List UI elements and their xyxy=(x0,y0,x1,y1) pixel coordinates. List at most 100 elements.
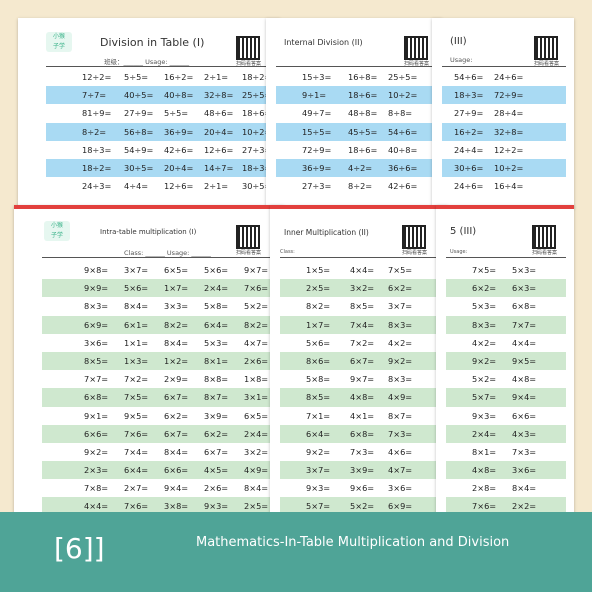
math-problem: 3×1= xyxy=(244,392,269,403)
math-problem: 6×9= xyxy=(388,501,413,512)
math-problem: 3×2= xyxy=(244,446,269,457)
problem-row: 5×2= 4×8= xyxy=(446,370,566,388)
math-problem: 8×2= xyxy=(164,319,189,330)
math-problem: 27÷9= xyxy=(124,108,154,119)
problem-row: 6×2= 6×3= xyxy=(446,279,566,298)
math-problem: 36÷9= xyxy=(302,162,332,173)
math-problem: 30÷5= xyxy=(242,181,272,192)
math-problem: 24÷6= xyxy=(494,72,524,82)
problem-row: 8×2= 8×5= 3×7= xyxy=(280,297,440,315)
math-problem: 8×5= xyxy=(350,301,375,312)
problem-row: 5×7= 5×2= 6×9= xyxy=(280,497,440,516)
math-problem: 8×7= xyxy=(388,410,413,421)
math-problem: 25÷5= xyxy=(242,90,272,101)
math-problem: 5÷5= xyxy=(124,72,149,82)
worksheet-division-1: 小猴 子学 Division in Table (I) 班级：______ Usa… xyxy=(18,18,280,208)
worksheet-multiplication-2: Inner Multiplication (II) Class: 扫码看答案 1… xyxy=(270,205,448,519)
math-problem: 7×6= xyxy=(124,428,149,439)
problem-row: 9×8= 3×7= 6×5= 5×6= 9×7= xyxy=(42,261,276,279)
worksheet-subtitle: Usage: xyxy=(450,249,468,255)
worksheet-subtitle: 班级：______ Usage: ______ xyxy=(104,58,190,66)
problem-row: 24÷6= 16÷4= xyxy=(442,177,566,195)
math-problem: 4÷4= xyxy=(124,181,149,192)
math-problem: 8×3= xyxy=(388,319,413,330)
problem-row: 9×1= 9×5= 6×2= 3×9= 6×5= xyxy=(42,407,276,425)
qr-caption: 扫码看答案 xyxy=(534,61,560,67)
math-problem: 5×8= xyxy=(204,301,229,312)
math-problem: 4×2= xyxy=(388,337,413,348)
problem-row: 7×5= 5×3= xyxy=(446,261,566,279)
math-problem: 8×5= xyxy=(84,355,109,366)
problem-row: 3×7= 3×9= 4×7= xyxy=(280,461,440,480)
footer-banner: [6]] Mathematics-In-Table Multiplication… xyxy=(0,512,592,592)
math-problem: 9×4= xyxy=(164,483,189,494)
problem-row: 54÷6= 24÷6= xyxy=(442,68,566,86)
math-problem: 7×5= xyxy=(472,265,497,275)
math-problem: 8×4= xyxy=(512,483,537,494)
worksheet-title: Intra-table multiplication (I) xyxy=(100,228,197,236)
math-problem: 20÷4= xyxy=(204,126,234,137)
math-problem: 4×7= xyxy=(244,337,269,348)
math-problem: 3×2= xyxy=(350,283,375,294)
math-problem: 5×8= xyxy=(306,374,331,385)
math-problem: 10÷2= xyxy=(494,162,524,173)
math-problem: 18÷2= xyxy=(82,162,112,173)
math-problem: 2×2= xyxy=(512,501,537,512)
math-problem: 2÷1= xyxy=(204,181,229,192)
math-problem: 54÷6= xyxy=(454,72,484,82)
math-problem: 16÷4= xyxy=(494,181,524,192)
math-problem: 5÷5= xyxy=(164,108,189,119)
math-problem: 10÷2= xyxy=(388,90,418,101)
math-problem: 6×9= xyxy=(84,319,109,330)
worksheet-title: 5 (III) xyxy=(450,226,477,237)
problem-row: 7×8= 2×7= 9×4= 2×6= 8×4= xyxy=(42,479,276,497)
math-problem: 9×6= xyxy=(350,483,375,494)
math-problem: 18÷3= xyxy=(454,90,484,101)
math-problem: 7×1= xyxy=(306,410,331,421)
math-problem: 5×6= xyxy=(204,265,229,275)
problem-row: 8×5= 1×3= 1×2= 8×1= 2×6= xyxy=(42,351,276,371)
math-problem: 6×7= xyxy=(164,428,189,439)
worksheet-subtitle: Class: ______ Usage: ______ xyxy=(124,249,211,257)
math-problem: 27÷9= xyxy=(454,108,484,119)
problem-row: 24÷4= 12÷2= xyxy=(442,141,566,159)
problem-row: 6×9= 6×1= 8×2= 6×4= 8×2= xyxy=(42,315,276,334)
math-problem: 3×6= xyxy=(512,465,537,476)
problem-row: 16÷2= 32÷8= xyxy=(442,122,566,141)
problem-row: 18÷3= 54÷9= 42÷6= 12÷6= 27÷3= xyxy=(46,141,272,159)
math-problem: 15÷5= xyxy=(302,126,332,137)
math-problem: 2×4= xyxy=(472,428,497,439)
math-problem: 4×3= xyxy=(512,428,537,439)
math-problem: 6×5= xyxy=(244,410,269,421)
math-problem: 12÷6= xyxy=(164,181,194,192)
math-problem: 81÷9= xyxy=(82,108,112,119)
math-problem: 2×5= xyxy=(244,501,269,512)
math-problem: 9×5= xyxy=(512,355,537,366)
worksheet-title: Division in Table (I) xyxy=(100,36,205,49)
problem-row: 9×3= 9×6= 3×6= xyxy=(280,479,440,497)
math-problem: 9÷1= xyxy=(302,90,327,101)
math-problem: 6×4= xyxy=(124,465,149,476)
problem-row: 9÷1= 18÷6= 10÷2= xyxy=(276,86,434,105)
problem-row: 6×4= 6×8= 7×3= xyxy=(280,424,440,443)
math-problem: 1×5= xyxy=(306,265,331,275)
math-problem: 18÷6= xyxy=(242,108,272,119)
math-problem: 4×4= xyxy=(512,337,537,348)
math-problem: 36÷6= xyxy=(388,162,418,173)
math-problem: 8×4= xyxy=(124,301,149,312)
math-problem: 8×1= xyxy=(204,355,229,366)
math-problem: 56÷8= xyxy=(124,126,154,137)
problem-row: 2×8= 8×4= xyxy=(446,479,566,497)
problem-row: 4×4= 7×6= 3×8= 9×3= 2×5= xyxy=(42,497,276,516)
math-problem: 6×3= xyxy=(512,283,537,294)
math-problem: 7×4= xyxy=(124,446,149,457)
problem-row: 5×3= 6×8= xyxy=(446,297,566,315)
problem-row: 8×1= 7×3= xyxy=(446,443,566,461)
math-problem: 8÷2= xyxy=(82,126,107,137)
math-problem: 5×3= xyxy=(512,265,537,275)
math-problem: 4×5= xyxy=(204,465,229,476)
problem-row: 1×7= 7×4= 8×3= xyxy=(280,315,440,334)
math-problem: 4×9= xyxy=(244,465,269,476)
math-problem: 54÷9= xyxy=(124,144,154,155)
divider xyxy=(276,66,434,67)
